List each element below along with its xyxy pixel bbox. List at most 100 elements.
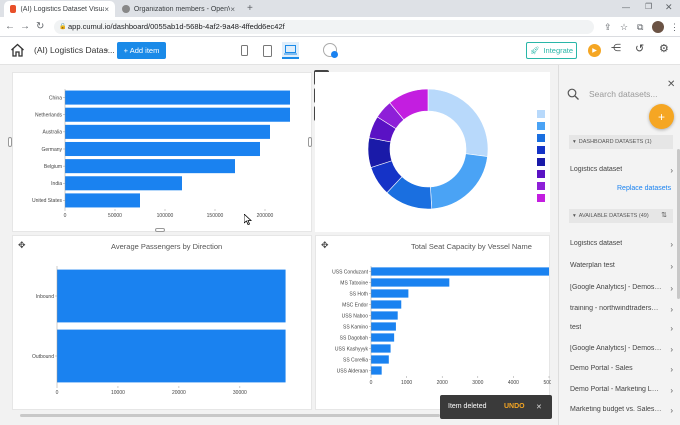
chevron-right-icon: › bbox=[670, 406, 673, 415]
sort-icon[interactable]: ⇅ bbox=[661, 212, 667, 219]
maximize-window-icon[interactable]: ❐ bbox=[645, 2, 653, 11]
bar bbox=[371, 289, 409, 298]
available-dataset-item[interactable]: Waterplan test › bbox=[570, 262, 673, 271]
sidebar-scrollbar[interactable] bbox=[677, 149, 680, 299]
browser-address-bar: ← → ↻ 🔒 app.cumul.io/dashboard/0055ab1d-… bbox=[0, 17, 680, 37]
available-dataset-item[interactable]: training - northwindtraders_c... › bbox=[570, 305, 673, 314]
close-tab-icon[interactable]: × bbox=[230, 4, 235, 14]
category-label: MSC Endor bbox=[342, 302, 368, 308]
language-globe-icon[interactable] bbox=[323, 43, 338, 58]
tab-title: (AI) Logistics Dataset Visualizatio bbox=[20, 5, 104, 13]
share-icon[interactable]: ⋲ bbox=[611, 43, 621, 54]
category-label: USS Naboo bbox=[342, 313, 369, 319]
donut-chart-widget[interactable] bbox=[315, 72, 550, 232]
dashboard-dataset-item[interactable]: Logistics dataset › bbox=[570, 166, 673, 175]
dashboard-canvas[interactable]: China Netherlands Australia Germany Belgium I… bbox=[0, 65, 558, 425]
dashboard-title[interactable]: (AI) Logistics Datas... bbox=[34, 45, 115, 55]
available-dataset-item[interactable]: [Google Analytics] - Demoset... › bbox=[570, 284, 673, 293]
tab-logistics-dashboard[interactable]: (AI) Logistics Dataset Visualizatio × bbox=[4, 1, 115, 17]
mobile-view-button[interactable] bbox=[236, 42, 253, 59]
back-icon[interactable]: ← bbox=[5, 21, 15, 32]
bar bbox=[371, 333, 395, 342]
datasets-sidebar: Search datasets... ✕ + ▾ DASHBOARD DATAS… bbox=[558, 65, 680, 425]
new-tab-icon[interactable]: + bbox=[247, 3, 253, 14]
reload-icon[interactable]: ↻ bbox=[36, 21, 45, 32]
chevron-right-icon: › bbox=[670, 365, 673, 374]
bar bbox=[65, 90, 290, 105]
seat-capacity-widget[interactable]: ✥ Total Seat Capacity by Vessel Name USS… bbox=[315, 235, 551, 410]
chrome-menu-icon[interactable]: ⋮ bbox=[670, 22, 679, 32]
available-dataset-item[interactable]: Demo Portal - Marketing Lea... › bbox=[570, 386, 673, 395]
category-label: Germany bbox=[41, 147, 62, 153]
dataset-name: [Google Analytics] - Demoset... bbox=[570, 284, 662, 291]
search-icon bbox=[567, 88, 579, 100]
plus-icon: + bbox=[657, 109, 665, 124]
available-dataset-item[interactable]: [Google Analytics] - Demoset... › bbox=[570, 345, 673, 354]
bar bbox=[371, 267, 549, 276]
settings-gear-icon[interactable]: ⚙ bbox=[659, 43, 669, 55]
available-dataset-item[interactable]: Marketing budget vs. Sales o... › bbox=[570, 406, 673, 415]
integrate-button[interactable]: 🚀︎ Integrate bbox=[526, 42, 577, 59]
bar bbox=[57, 329, 286, 383]
close-window-icon[interactable]: ✕ bbox=[665, 2, 673, 12]
legend-swatch bbox=[537, 110, 545, 118]
preview-play-icon[interactable]: ▶ bbox=[588, 44, 601, 57]
category-label: MS Tatooine bbox=[340, 280, 368, 286]
tab-organization-members[interactable]: Organization members - OpenV × bbox=[116, 1, 241, 17]
category-label: USS Alderaan bbox=[337, 368, 369, 374]
chevron-down-icon[interactable]: ⌄ bbox=[104, 46, 110, 53]
legend-swatch bbox=[537, 170, 545, 178]
available-datasets-header[interactable]: ▾ AVAILABLE DATASETS (49) ⇅ bbox=[569, 209, 673, 223]
bar bbox=[65, 176, 182, 191]
resize-handle-right[interactable] bbox=[308, 137, 312, 147]
minimize-window-icon[interactable]: — bbox=[622, 3, 630, 12]
canvas-horizontal-scrollbar[interactable] bbox=[20, 414, 440, 417]
extensions-icon[interactable]: ⧉ bbox=[637, 22, 644, 32]
category-label: Belgium bbox=[44, 164, 62, 170]
category-label: India bbox=[51, 181, 62, 187]
available-dataset-item[interactable]: Demo Portal - Sales › bbox=[570, 365, 673, 374]
dataset-search-input[interactable]: Search datasets... bbox=[589, 89, 658, 99]
add-item-button[interactable]: + Add item bbox=[117, 42, 166, 59]
resize-handle-bottom[interactable] bbox=[155, 228, 165, 232]
category-label: USS Kashyyyk bbox=[335, 346, 369, 352]
add-dataset-button[interactable]: + bbox=[649, 104, 674, 129]
available-dataset-item[interactable]: test › bbox=[570, 324, 673, 333]
move-icon[interactable]: ✥ bbox=[18, 240, 26, 250]
category-label: China bbox=[49, 95, 62, 101]
country-bar-chart-widget[interactable]: China Netherlands Australia Germany Belgium I… bbox=[12, 72, 312, 232]
bar bbox=[371, 300, 402, 309]
dashboard-datasets-header[interactable]: ▾ DASHBOARD DATASETS (1) bbox=[569, 135, 673, 149]
x-tick-label: 0 bbox=[56, 390, 59, 396]
mouse-cursor-icon bbox=[244, 214, 252, 225]
forward-icon[interactable]: → bbox=[20, 21, 30, 32]
home-icon[interactable] bbox=[10, 43, 25, 57]
passengers-direction-widget[interactable]: ✥ Average Passengers by Direction Inboun… bbox=[12, 235, 312, 410]
rocket-icon: 🚀︎ bbox=[529, 46, 540, 55]
chevron-right-icon: › bbox=[670, 284, 673, 293]
close-sidebar-icon[interactable]: ✕ bbox=[667, 79, 676, 90]
replace-datasets-link[interactable]: Replace datasets bbox=[617, 185, 672, 192]
dataset-name: Demo Portal - Marketing Lea... bbox=[570, 386, 662, 393]
donut-chart bbox=[367, 88, 545, 210]
dataset-name: Logistics dataset bbox=[570, 240, 623, 247]
bookmark-star-icon[interactable]: ☆ bbox=[620, 22, 629, 32]
profile-avatar[interactable] bbox=[652, 21, 664, 33]
section-title: DASHBOARD DATASETS (1) bbox=[578, 139, 652, 145]
close-toast-button[interactable]: ✕ bbox=[536, 404, 542, 411]
close-tab-icon[interactable]: × bbox=[104, 4, 109, 14]
resize-handle-left[interactable] bbox=[8, 137, 12, 147]
x-tick-label: 5000 bbox=[543, 380, 551, 386]
share-page-icon[interactable]: ⇪ bbox=[604, 22, 612, 32]
desktop-view-button[interactable] bbox=[282, 42, 299, 59]
x-tick-label: 100000 bbox=[157, 213, 174, 219]
dataset-name: Demo Portal - Sales bbox=[570, 365, 633, 372]
browser-tab-bar: (AI) Logistics Dataset Visualizatio × Or… bbox=[0, 0, 680, 17]
available-dataset-item[interactable]: Logistics dataset › bbox=[570, 240, 673, 249]
url-field[interactable]: 🔒 app.cumul.io/dashboard/0055ab1d-568b-4… bbox=[54, 20, 594, 34]
category-label: Inbound bbox=[36, 294, 54, 300]
move-icon[interactable]: ✥ bbox=[321, 240, 329, 250]
history-icon[interactable]: ↺ bbox=[635, 43, 645, 55]
tablet-view-button[interactable] bbox=[259, 42, 276, 59]
undo-button[interactable]: UNDO bbox=[504, 403, 525, 410]
